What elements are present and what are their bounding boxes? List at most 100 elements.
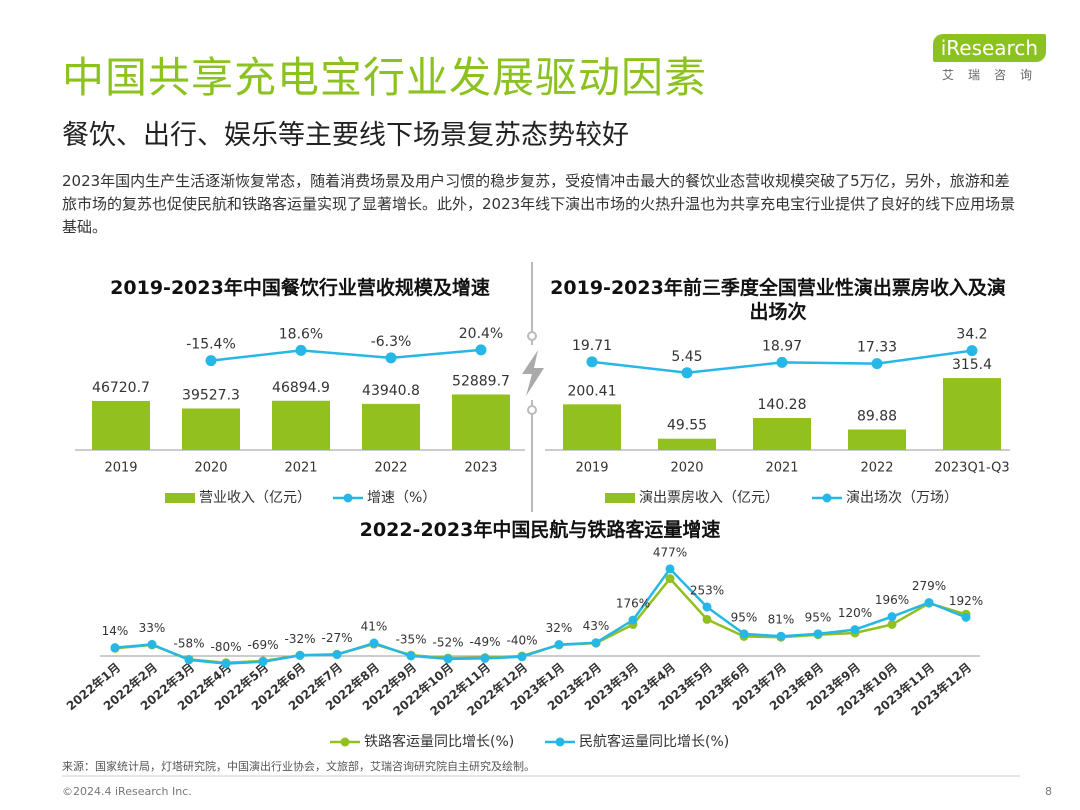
bar <box>943 378 1001 450</box>
data-label: -27% <box>321 631 352 645</box>
line-point <box>110 643 120 653</box>
line <box>114 566 967 665</box>
line-point <box>887 612 897 622</box>
line-point <box>475 344 487 356</box>
bar <box>452 394 510 450</box>
data-label: 196% <box>875 593 909 607</box>
line-point <box>205 355 217 367</box>
line-point <box>184 655 194 665</box>
bar <box>182 408 240 450</box>
data-label: -80% <box>210 640 241 654</box>
logo-cn: 艾瑞咨询 <box>941 68 1046 82</box>
data-label: 18.97 <box>762 338 802 354</box>
line-point <box>966 345 978 357</box>
line-point <box>554 640 564 650</box>
data-label: 43% <box>583 619 610 633</box>
line-point <box>681 367 693 379</box>
data-label: 192% <box>949 594 983 608</box>
data-label: 43940.8 <box>362 383 420 399</box>
line-point <box>385 352 397 364</box>
data-label: 20.4% <box>459 326 503 342</box>
data-label: 200.41 <box>568 383 617 399</box>
legend-swatch <box>605 493 635 503</box>
x-tick-label: 2020 <box>194 461 227 476</box>
data-label: -35% <box>395 632 426 646</box>
legend-label: 增速（%） <box>367 490 436 506</box>
data-label: 140.28 <box>758 397 807 413</box>
paragraph: 2023年国内生产生活逐渐恢复常态，随着消费场景及用户习惯的稳步复苏，受疫情冲击… <box>62 172 1016 236</box>
copyright: ©2024.4 iResearch Inc. <box>62 785 192 798</box>
legend-swatch <box>165 493 195 503</box>
data-label: 41% <box>361 620 388 634</box>
chart-title: 2019-2023年前三季度全国营业性演出票房收入及演出场次 <box>550 277 1006 323</box>
bar <box>848 429 906 450</box>
legend-label: 营业收入（亿元） <box>199 490 311 506</box>
data-label: -69% <box>247 638 278 652</box>
line-point <box>406 651 416 661</box>
x-tick-label: 2021 <box>765 461 798 476</box>
page-number: 8 <box>1045 785 1052 798</box>
line-point <box>147 639 157 649</box>
bar <box>658 438 716 450</box>
data-label: 52889.7 <box>452 373 510 389</box>
x-tick-label: 2023 <box>464 461 497 476</box>
data-label: -52% <box>432 635 463 649</box>
x-tick-label: 2023Q1-Q3 <box>934 461 1009 476</box>
line-point <box>702 602 712 612</box>
data-label: 253% <box>690 583 724 597</box>
source: 来源：国家统计局，灯塔研究院，中国演出行业协会，文旅部，艾瑞咨询研究院自主研究及… <box>62 760 535 773</box>
data-label: 5.45 <box>671 349 702 365</box>
line-point <box>850 625 860 635</box>
line-point <box>295 650 305 660</box>
legend-swatch <box>343 493 353 503</box>
slide-title: 中国共享充电宝行业发展驱动因素 <box>62 53 708 102</box>
line-point <box>295 344 307 356</box>
data-label: -6.3% <box>371 334 412 350</box>
line-point <box>332 650 342 660</box>
line-point <box>702 614 712 624</box>
legend-swatch <box>555 737 565 747</box>
data-label: 18.6% <box>279 326 323 342</box>
data-label: 19.71 <box>572 338 612 354</box>
data-label: 17.33 <box>857 340 897 356</box>
logo: iResearch 艾瑞咨询 <box>932 34 1046 83</box>
line-point <box>871 358 883 370</box>
data-label: -58% <box>173 636 204 650</box>
data-label: -49% <box>469 635 500 649</box>
legend-label: 铁路客运量同比增长(%) <box>364 733 514 750</box>
data-label: 14% <box>102 624 129 638</box>
line-point <box>369 638 379 648</box>
legend-swatch <box>340 737 350 747</box>
data-label: 176% <box>616 597 650 611</box>
data-label: 81% <box>768 613 795 627</box>
line-point <box>924 598 934 608</box>
data-label: 46720.7 <box>92 380 150 396</box>
line-point <box>221 659 231 669</box>
x-tick-label: 2022 <box>860 461 893 476</box>
line-point <box>443 654 453 664</box>
line-point <box>628 615 638 625</box>
line-point <box>776 631 786 641</box>
legend-label: 民航客运量同比增长(%) <box>579 733 729 750</box>
line-point <box>591 638 601 648</box>
data-label: 33% <box>139 621 166 635</box>
bar <box>753 418 811 450</box>
x-tick-label: 2020 <box>670 461 703 476</box>
x-tick-label: 2022 <box>374 461 407 476</box>
line <box>210 348 482 362</box>
data-label: -40% <box>506 633 537 647</box>
x-tick-label: 2019 <box>575 461 608 476</box>
bar <box>563 404 621 450</box>
line-point <box>517 652 527 662</box>
data-label: 34.2 <box>956 327 987 343</box>
line-point <box>586 356 598 368</box>
data-label: 49.55 <box>667 418 707 434</box>
logo-text: iResearch <box>932 34 1046 62</box>
data-label: 279% <box>912 579 946 593</box>
data-label: 315.4 <box>952 357 992 373</box>
bolt-icon <box>522 350 544 396</box>
slide-subtitle: 餐饮、出行、娱乐等主要线下场景复苏态势较好 <box>62 120 629 151</box>
line-point <box>887 620 897 629</box>
divider-dot <box>527 405 537 415</box>
line-point <box>739 629 749 639</box>
